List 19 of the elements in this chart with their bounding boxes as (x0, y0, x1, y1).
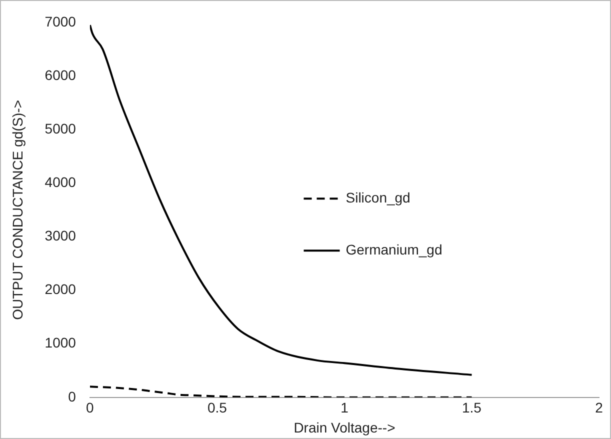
legend-label: Silicon_gd (346, 190, 410, 206)
x-tick-label: 1 (340, 400, 349, 416)
line-series (90, 24, 473, 376)
x-axis-title: Drain Voltage--> (294, 419, 396, 436)
x-tick-label: 1.5 (462, 400, 482, 416)
y-tick-label: 0 (68, 388, 76, 404)
y-tick-label: 3000 (44, 228, 76, 244)
y-tick-label: 2000 (44, 281, 76, 298)
x-tick-label: 0.5 (207, 400, 228, 416)
y-tick-label: 4000 (44, 174, 76, 190)
line-series (90, 386, 473, 398)
y-tick-label: 6000 (44, 66, 76, 83)
y-tick-label: 7000 (44, 13, 76, 30)
y-axis-title: OUTPUT CONDUCTANCE gd(S)-> (9, 100, 26, 320)
y-tick-label: 5000 (44, 120, 76, 136)
x-tick-label: 0 (86, 400, 94, 416)
y-tick-label: 1000 (44, 334, 76, 351)
legend-label: Germanium_gd (346, 242, 442, 258)
x-tick-label: 2 (595, 400, 604, 416)
